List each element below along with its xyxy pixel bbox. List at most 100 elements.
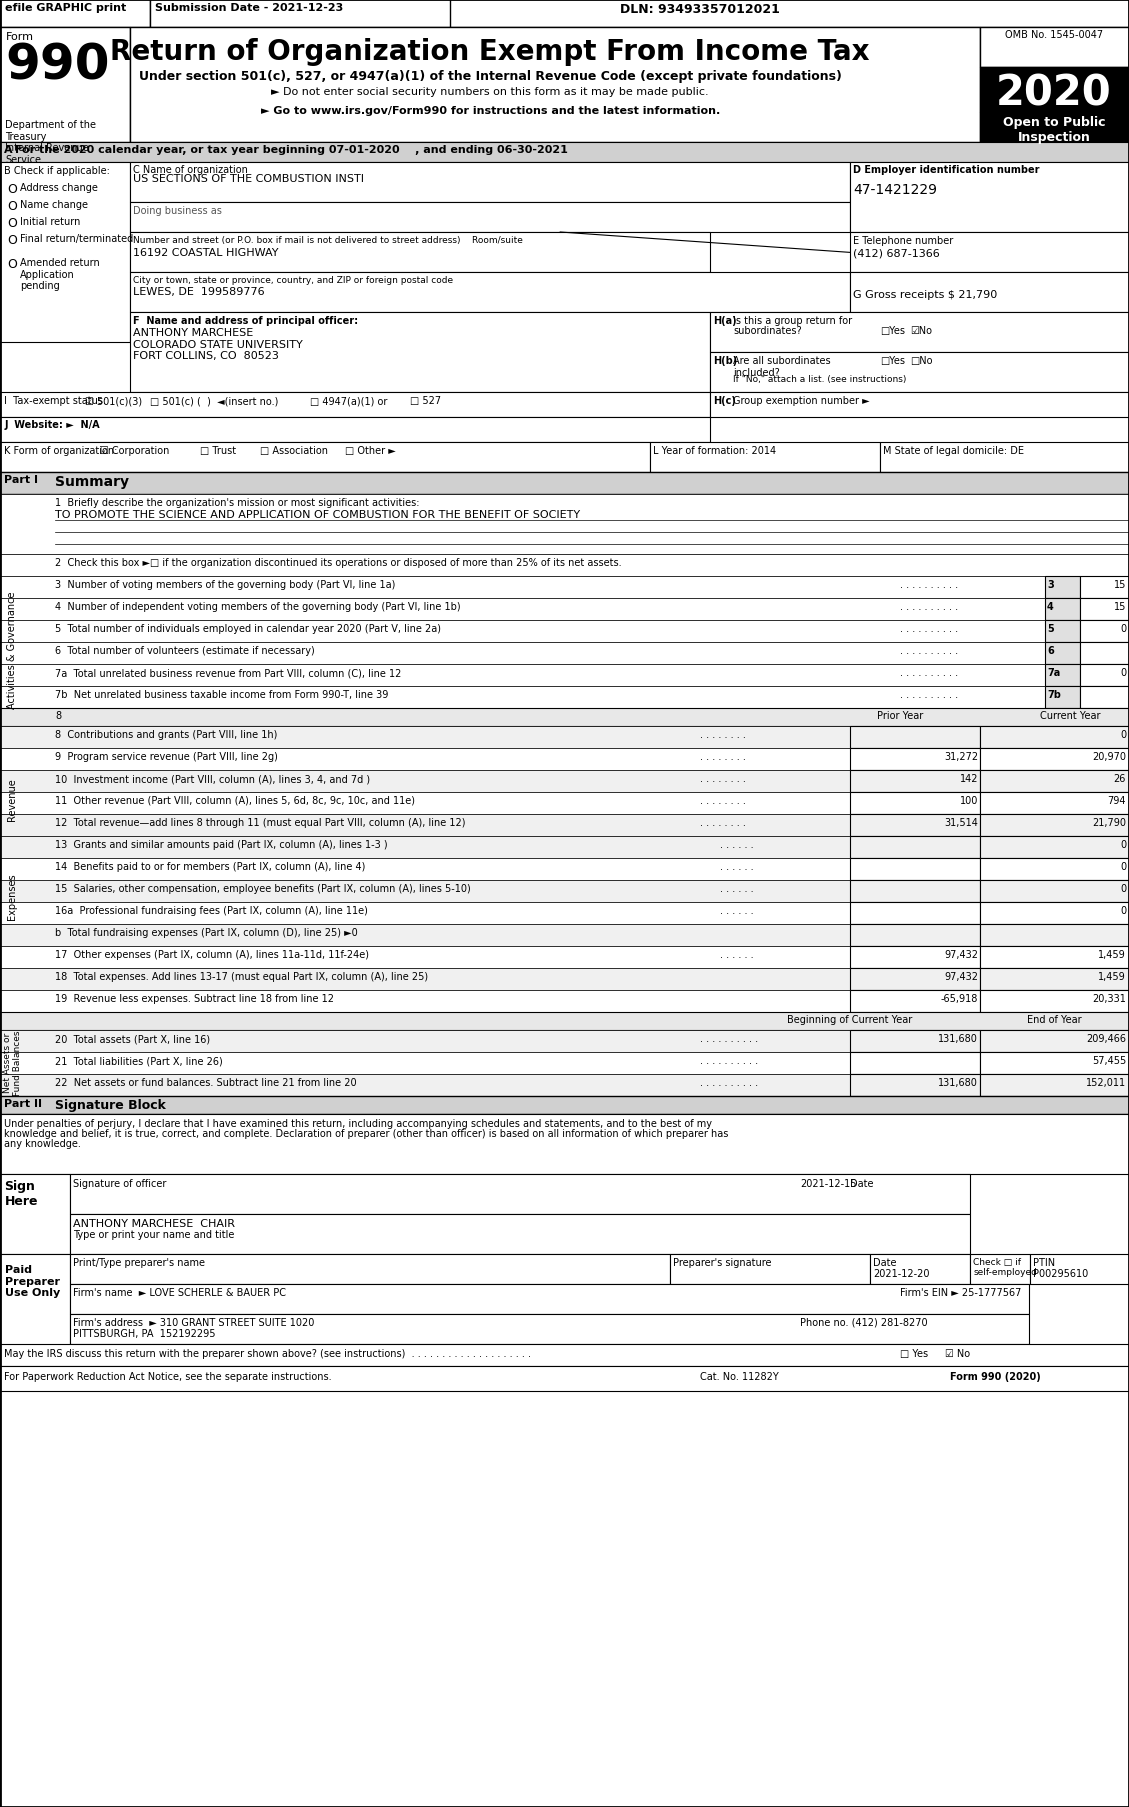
Bar — [150, 0, 450, 27]
Bar — [0, 0, 150, 27]
Text: TO PROMOTE THE SCIENCE AND APPLICATION OF COMBUSTION FOR THE BENEFIT OF SOCIETY: TO PROMOTE THE SCIENCE AND APPLICATION O… — [55, 510, 580, 520]
Text: B Check if applicable:: B Check if applicable: — [5, 166, 111, 175]
Text: 8: 8 — [55, 710, 61, 721]
Bar — [980, 902, 1129, 925]
Bar — [1045, 687, 1080, 708]
Text: Firm's EIN ► 25-1777567: Firm's EIN ► 25-1777567 — [900, 1287, 1022, 1297]
Text: 0: 0 — [1120, 905, 1126, 916]
Bar — [1080, 598, 1129, 620]
Text: -65,918: -65,918 — [940, 994, 978, 1003]
Bar — [850, 925, 980, 947]
Text: O: O — [8, 217, 17, 229]
Bar — [710, 352, 1129, 392]
Bar — [0, 1254, 70, 1375]
Text: Under penalties of perjury, I declare that I have examined this return, includin: Under penalties of perjury, I declare th… — [5, 1119, 712, 1128]
Text: 15: 15 — [1113, 602, 1126, 611]
Text: Check □ if
self-employed: Check □ if self-employed — [973, 1258, 1036, 1278]
Text: 7b  Net unrelated business taxable income from Form 990-T, line 39: 7b Net unrelated business taxable income… — [55, 690, 388, 699]
Text: H(b): H(b) — [714, 356, 737, 365]
Text: 2021-12-15: 2021-12-15 — [800, 1178, 857, 1189]
Text: 20  Total assets (Part X, line 16): 20 Total assets (Part X, line 16) — [55, 1034, 210, 1043]
Text: 6  Total number of volunteers (estimate if necessary): 6 Total number of volunteers (estimate i… — [55, 645, 315, 656]
Text: . . . . . . . . . .: . . . . . . . . . . — [700, 1055, 759, 1066]
Text: 0: 0 — [1120, 667, 1126, 678]
Text: 97,432: 97,432 — [944, 949, 978, 960]
Bar — [130, 313, 710, 392]
Text: 19  Revenue less expenses. Subtract line 18 from line 12: 19 Revenue less expenses. Subtract line … — [55, 994, 334, 1003]
Text: . . . . . . . .: . . . . . . . . — [700, 730, 746, 739]
Text: 16a  Professional fundraising fees (Part IX, column (A), line 11e): 16a Professional fundraising fees (Part … — [55, 905, 368, 916]
Bar — [0, 925, 1129, 947]
Text: ☑No: ☑No — [910, 325, 933, 336]
Text: 1,459: 1,459 — [1099, 949, 1126, 960]
Text: 97,432: 97,432 — [944, 972, 978, 981]
Bar — [850, 793, 980, 815]
Text: . . . . . .: . . . . . . — [720, 905, 754, 916]
Text: H(a): H(a) — [714, 316, 737, 325]
Bar — [980, 69, 1129, 112]
Bar — [0, 143, 1129, 163]
Bar — [850, 947, 980, 969]
Text: 100: 100 — [960, 795, 978, 806]
Bar — [0, 1097, 1129, 1115]
Text: 31,514: 31,514 — [944, 817, 978, 828]
Bar — [1045, 620, 1080, 643]
Text: LEWES, DE  199589776: LEWES, DE 199589776 — [133, 287, 265, 296]
Text: E Telephone number: E Telephone number — [854, 237, 953, 246]
Bar — [980, 112, 1129, 143]
Text: K Form of organization:: K Form of organization: — [5, 446, 117, 455]
Bar — [980, 837, 1129, 858]
Text: DLN: 93493357012021: DLN: 93493357012021 — [620, 4, 780, 16]
Text: 20,970: 20,970 — [1092, 752, 1126, 761]
Text: ☑ 501(c)(3): ☑ 501(c)(3) — [86, 396, 142, 407]
Bar — [850, 815, 980, 837]
Bar — [0, 815, 1129, 837]
Text: Initial return: Initial return — [20, 217, 81, 228]
Bar — [0, 163, 130, 343]
Text: . . . . . .: . . . . . . — [720, 862, 754, 871]
Text: . . . . . . . . . .: . . . . . . . . . . — [700, 1034, 759, 1043]
Text: L Year of formation: 2014: L Year of formation: 2014 — [654, 446, 777, 455]
Text: □ 4947(a)(1) or: □ 4947(a)(1) or — [310, 396, 387, 407]
Text: I  Tax-exempt status:: I Tax-exempt status: — [5, 396, 106, 407]
Text: Current Year: Current Year — [1040, 710, 1101, 721]
Bar — [1080, 576, 1129, 598]
Text: 3  Number of voting members of the governing body (Part VI, line 1a): 3 Number of voting members of the govern… — [55, 580, 396, 589]
Bar — [850, 163, 1129, 233]
Bar — [0, 0, 1129, 27]
Bar — [1030, 1254, 1129, 1285]
Text: . . . . . .: . . . . . . — [720, 949, 754, 960]
Text: 26: 26 — [1113, 773, 1126, 784]
Text: Date: Date — [850, 1178, 874, 1189]
Text: 10  Investment income (Part VIII, column (A), lines 3, 4, and 7d ): 10 Investment income (Part VIII, column … — [55, 773, 370, 784]
Text: Date: Date — [873, 1258, 896, 1267]
Bar — [980, 969, 1129, 990]
Bar — [980, 27, 1129, 69]
Text: 9  Program service revenue (Part VIII, line 2g): 9 Program service revenue (Part VIII, li… — [55, 752, 278, 761]
Bar — [0, 990, 1129, 1012]
Text: Number and street (or P.O. box if mail is not delivered to street address)    Ro: Number and street (or P.O. box if mail i… — [133, 237, 523, 246]
Text: Under section 501(c), 527, or 4947(a)(1) of the Internal Revenue Code (except pr: Under section 501(c), 527, or 4947(a)(1)… — [139, 70, 841, 83]
Bar — [130, 202, 850, 233]
Text: End of Year: End of Year — [1026, 1014, 1082, 1025]
Bar — [0, 1075, 1129, 1097]
Bar — [0, 643, 1129, 665]
Text: M State of legal domicile: DE: M State of legal domicile: DE — [883, 446, 1024, 455]
Text: G Gross receipts $ 21,790: G Gross receipts $ 21,790 — [854, 289, 997, 300]
Text: Form 990 (2020): Form 990 (2020) — [951, 1372, 1041, 1381]
Bar — [0, 417, 710, 443]
Text: 18  Total expenses. Add lines 13-17 (must equal Part IX, column (A), line 25): 18 Total expenses. Add lines 13-17 (must… — [55, 972, 429, 981]
Text: knowledge and belief, it is true, correct, and complete. Declaration of preparer: knowledge and belief, it is true, correc… — [5, 1128, 729, 1138]
Text: Print/Type preparer's name: Print/Type preparer's name — [73, 1258, 205, 1267]
Bar — [850, 880, 980, 902]
Text: 7b: 7b — [1047, 690, 1061, 699]
Bar — [671, 1254, 870, 1285]
Text: 209,466: 209,466 — [1086, 1034, 1126, 1043]
Bar — [850, 858, 980, 880]
Bar — [850, 990, 980, 1012]
Text: Part I: Part I — [5, 475, 38, 484]
Bar — [70, 1254, 671, 1285]
Text: Expenses: Expenses — [8, 873, 17, 920]
Bar — [980, 1052, 1129, 1075]
Text: . . . . . . . . . .: . . . . . . . . . . — [900, 667, 959, 678]
